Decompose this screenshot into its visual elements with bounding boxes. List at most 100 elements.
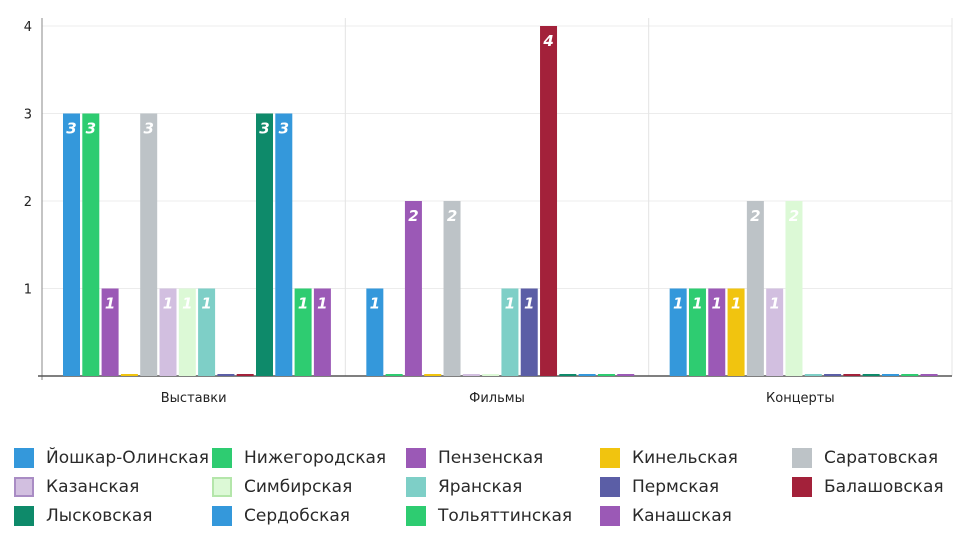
legend-label: Сердобская [244, 506, 351, 526]
legend-label: Тольяттинская [438, 506, 573, 526]
bar [140, 113, 158, 376]
bar [766, 288, 784, 376]
data-label: 1 [317, 295, 327, 313]
legend-item[interactable]: Пензенская [406, 446, 543, 470]
bar [501, 288, 519, 376]
bar-zero [597, 374, 615, 376]
bar-zero [920, 374, 938, 376]
legend-label: Нижегородская [244, 448, 387, 468]
legend-item[interactable]: Сердобская [212, 504, 350, 528]
bar-zero [482, 374, 500, 376]
bar [520, 288, 538, 376]
legend-swatch [212, 448, 232, 468]
bar [159, 288, 177, 376]
data-label: 1 [298, 295, 308, 313]
data-label: 1 [712, 295, 722, 313]
bar [178, 288, 196, 376]
legend-swatch [406, 477, 426, 497]
data-label: 3 [259, 120, 269, 138]
bar [82, 113, 100, 376]
legend-label: Яранская [438, 477, 523, 497]
bar [785, 201, 803, 376]
legend-item[interactable]: Саратовская [792, 446, 938, 470]
data-label: 1 [673, 295, 683, 313]
bar [669, 288, 687, 376]
legend-label: Канашская [632, 506, 732, 526]
bar-zero [385, 374, 403, 376]
legend-swatch [14, 448, 34, 468]
data-label: 1 [524, 295, 534, 313]
data-label: 3 [66, 120, 76, 138]
legend-label: Казанская [46, 477, 140, 497]
legend-item[interactable]: Пермская [600, 475, 719, 499]
legend-item[interactable]: Яранская [406, 475, 522, 499]
data-label: 1 [182, 295, 192, 313]
legend-label: Саратовская [824, 448, 939, 468]
x-tick-label: Концерты [766, 391, 835, 406]
bar-zero [559, 374, 577, 376]
legend-swatch [792, 477, 812, 497]
bar-zero [617, 374, 635, 376]
bar [313, 288, 331, 376]
data-label: 3 [86, 120, 96, 138]
bar-zero [424, 374, 442, 376]
legend-swatch [14, 506, 34, 526]
data-label: 1 [201, 295, 211, 313]
bar-zero [824, 374, 842, 376]
legend-label: Балашовская [824, 477, 944, 497]
legend-item[interactable]: Лысковская [14, 504, 153, 528]
bar-zero [217, 374, 235, 376]
bar [404, 201, 422, 376]
data-label: 1 [731, 295, 741, 313]
bar [101, 288, 119, 376]
data-label: 2 [447, 207, 457, 225]
legend-swatch [406, 506, 426, 526]
y-tick-label: 4 [24, 20, 32, 35]
legend-item[interactable]: Балашовская [792, 475, 944, 499]
data-label: 1 [163, 295, 173, 313]
data-label: 1 [769, 295, 779, 313]
data-label: 2 [750, 207, 760, 225]
legend-label: Кинельская [632, 448, 738, 468]
legend-label: Пензенская [438, 448, 544, 468]
legend-item[interactable]: Казанская [14, 475, 139, 499]
bar-zero [462, 374, 480, 376]
y-tick-label: 3 [24, 108, 32, 123]
legend-item[interactable]: Йошкар-Олинская [14, 446, 209, 470]
legend-swatch [14, 477, 34, 497]
bar-zero [578, 374, 596, 376]
legend-item[interactable]: Тольяттинская [406, 504, 572, 528]
legend-label: Лысковская [46, 506, 153, 526]
legend-swatch [212, 506, 232, 526]
bar-zero [901, 374, 919, 376]
bar-zero [804, 374, 822, 376]
legend-label: Йошкар-Олинская [46, 448, 209, 468]
bar-zero [236, 374, 254, 376]
bar-zero [862, 374, 880, 376]
data-label: 2 [789, 207, 799, 225]
legend-label: Симбирская [244, 477, 353, 497]
bar-zero [843, 374, 861, 376]
legend-swatch [600, 506, 620, 526]
legend-swatch [212, 477, 232, 497]
bar [63, 113, 80, 376]
legend-item[interactable]: Кинельская [600, 446, 738, 470]
bar [294, 288, 312, 376]
data-label: 1 [692, 295, 702, 313]
legend-swatch [600, 448, 620, 468]
legend-item[interactable]: Канашская [600, 504, 732, 528]
bar [540, 26, 558, 376]
bar [708, 288, 726, 376]
legend-label: Пермская [632, 477, 720, 497]
bar [366, 288, 384, 376]
legend-item[interactable]: Нижегородская [212, 446, 386, 470]
data-label: 3 [143, 120, 153, 138]
data-label: 1 [105, 295, 115, 313]
legend-item[interactable]: Симбирская [212, 475, 352, 499]
bar [275, 113, 293, 376]
bar [727, 288, 745, 376]
legend-swatch [600, 477, 620, 497]
data-label: 2 [408, 207, 418, 225]
